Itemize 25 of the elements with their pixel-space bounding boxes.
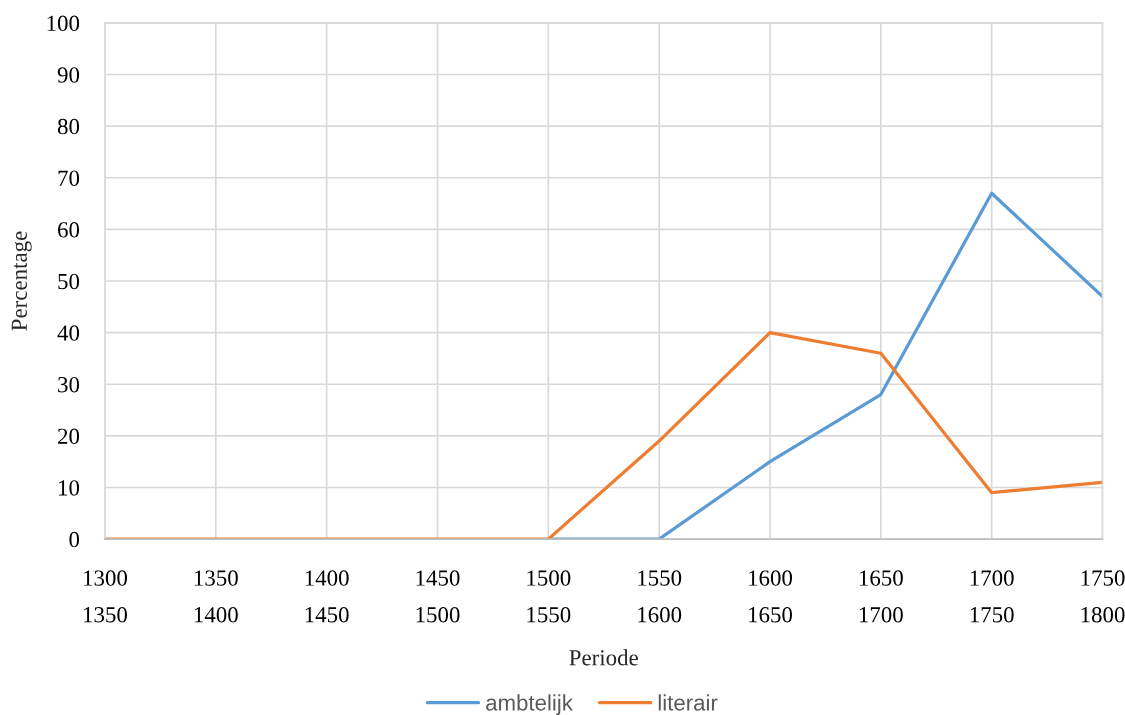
x-tick-label: 1700 1750: [970, 570, 1014, 623]
y-tick-label: 70: [58, 170, 80, 186]
x-tick-label: 1550 1600: [638, 570, 682, 623]
y-tick-label: 20: [58, 428, 80, 445]
y-tick-label: 80: [57, 118, 80, 135]
legend-label: literair: [658, 694, 718, 711]
x-tick-label: 1400 1450: [305, 570, 349, 623]
x-tick-label: 1600 1650: [749, 570, 793, 623]
x-tick-label: 1300 1350: [84, 570, 128, 623]
x-tick-label: 1750 1800: [1081, 570, 1125, 623]
y-tick-label: 0: [69, 531, 80, 548]
x-tick-label: 1500 1550: [527, 570, 571, 623]
y-tick-label: 10: [59, 480, 80, 496]
x-tick-label: 1350 1400: [194, 570, 238, 623]
y-tick-label: 40: [57, 325, 80, 341]
y-tick-label: 100: [47, 15, 80, 32]
legend-label: ambtelijk: [486, 694, 573, 715]
x-tick-label: 1450 1500: [416, 570, 460, 623]
y-axis-title: Percentage: [11, 231, 32, 331]
y-tick-label: 60: [58, 222, 80, 238]
x-tick-label: 1650 1700: [859, 570, 903, 623]
y-tick-label: 90: [57, 67, 80, 83]
x-axis-title: Periode: [569, 649, 638, 666]
y-tick-label: 50: [58, 273, 80, 290]
y-tick-label: 30: [58, 376, 80, 393]
